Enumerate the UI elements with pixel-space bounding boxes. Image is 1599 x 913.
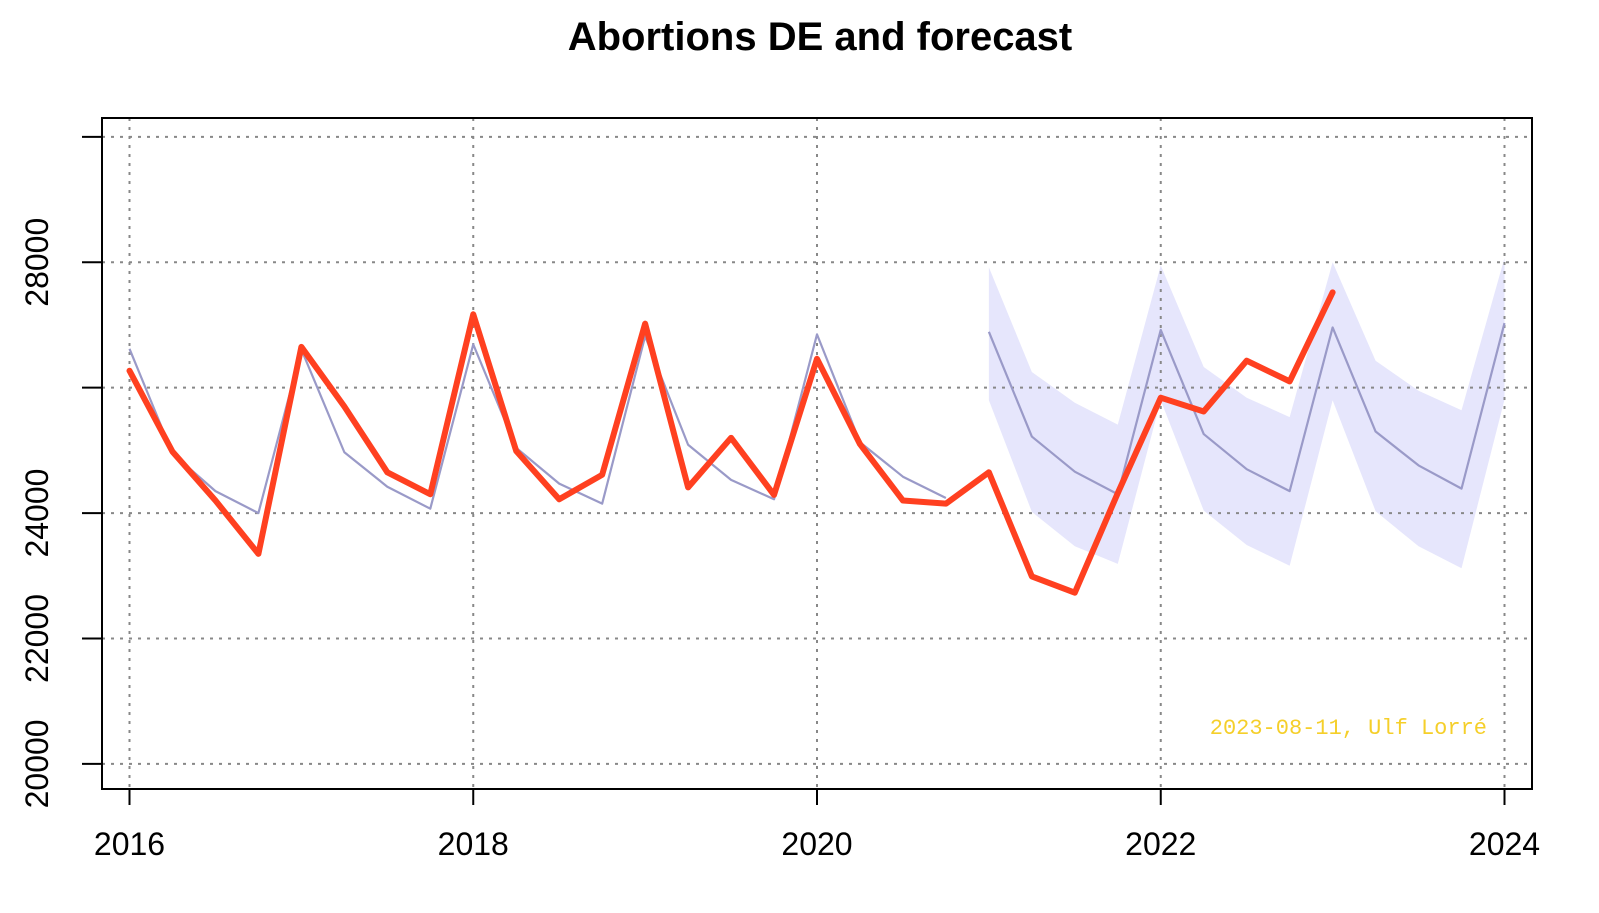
- prediction-band: [988, 257, 1505, 569]
- fitted-line-layer: [128, 322, 1506, 515]
- grid-layer: [102, 118, 1532, 789]
- axis-layer: 2016 2018 2020 2022 2024 20000 22000 24000 28000: [19, 135, 1540, 862]
- actual-line-layer: [126, 289, 1336, 596]
- chart-title: Abortions DE and forecast: [568, 15, 1073, 59]
- actual-line: [126, 289, 1336, 596]
- x-tick-label: 2022: [1125, 826, 1196, 862]
- y-tick-label: 28000: [19, 218, 55, 307]
- forecast-line: [987, 322, 1506, 496]
- fitted-line: [128, 333, 947, 515]
- x-tick-label: 2016: [94, 826, 165, 862]
- x-tick-label: 2024: [1469, 826, 1540, 862]
- author-stamp: 2023-08-11, Ulf Lorré: [1210, 716, 1487, 741]
- prediction-band-layer: [988, 257, 1505, 569]
- y-tick-label: 22000: [19, 594, 55, 683]
- y-tick-label: 24000: [19, 469, 55, 558]
- x-tick-label: 2018: [438, 826, 509, 862]
- y-tick-label: 20000: [19, 719, 55, 808]
- x-tick-label: 2020: [781, 826, 852, 862]
